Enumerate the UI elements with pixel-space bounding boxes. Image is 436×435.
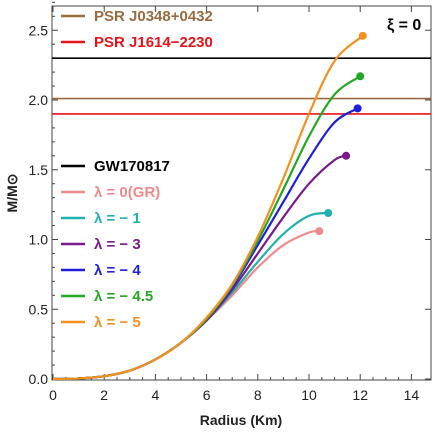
- series-endpoint: [342, 151, 351, 160]
- axis-ticks: 0 2 4 6 8 10 12 14 0.0 0.5 1.0 1.5 2.0 2.5: [29, 1, 431, 403]
- x-tick-label: 8: [254, 387, 262, 403]
- y-tick-label: 0.5: [29, 301, 49, 317]
- series-curves: [52, 31, 367, 381]
- legend-label: λ = 0(GR): [94, 184, 160, 201]
- series-line: [52, 34, 364, 381]
- legend-label: GW170817: [94, 158, 170, 175]
- y-axis-label: M/M⊙: [4, 174, 20, 213]
- series-endpoint: [358, 31, 367, 40]
- x-tick-label: 4: [152, 387, 160, 403]
- y-tick-label: 2.5: [29, 22, 49, 38]
- legend-label: λ = − 1: [94, 210, 141, 227]
- legend-label: PSR J1614−2230: [94, 34, 213, 51]
- series-endpoint: [353, 104, 362, 113]
- x-tick-label: 2: [100, 387, 108, 403]
- legend-label: λ = − 4: [94, 262, 141, 279]
- y-tick-label: 2.0: [29, 92, 49, 108]
- corner-label: ξ = 0: [387, 17, 421, 34]
- series-line: [52, 229, 320, 381]
- x-tick-label: 12: [352, 387, 368, 403]
- legend-label: λ = − 3: [94, 236, 141, 253]
- plot-frame: [51, 5, 432, 381]
- legend: PSR J0348+0432 PSR J1614−2230 GW170817 λ = …: [61, 8, 213, 331]
- series-endpoint: [356, 72, 365, 81]
- x-tick-label: 6: [203, 387, 211, 403]
- legend-label: PSR J0348+0432: [94, 8, 213, 25]
- series-line: [52, 75, 361, 381]
- x-tick-label: 0: [49, 387, 57, 403]
- x-tick-label: 10: [301, 387, 317, 403]
- legend-label: λ = − 4.5: [94, 288, 153, 305]
- x-axis-label: Radius (Km): [200, 412, 282, 428]
- y-tick-label: 1.0: [29, 232, 49, 248]
- y-tick-label: 0.0: [29, 371, 49, 387]
- series-endpoint: [315, 227, 324, 236]
- constraint-lines: [52, 57, 431, 115]
- legend-label: λ = − 5: [94, 314, 141, 331]
- x-tick-label: 14: [404, 387, 420, 403]
- y-tick-label: 1.5: [29, 162, 49, 178]
- series-endpoint: [324, 208, 333, 217]
